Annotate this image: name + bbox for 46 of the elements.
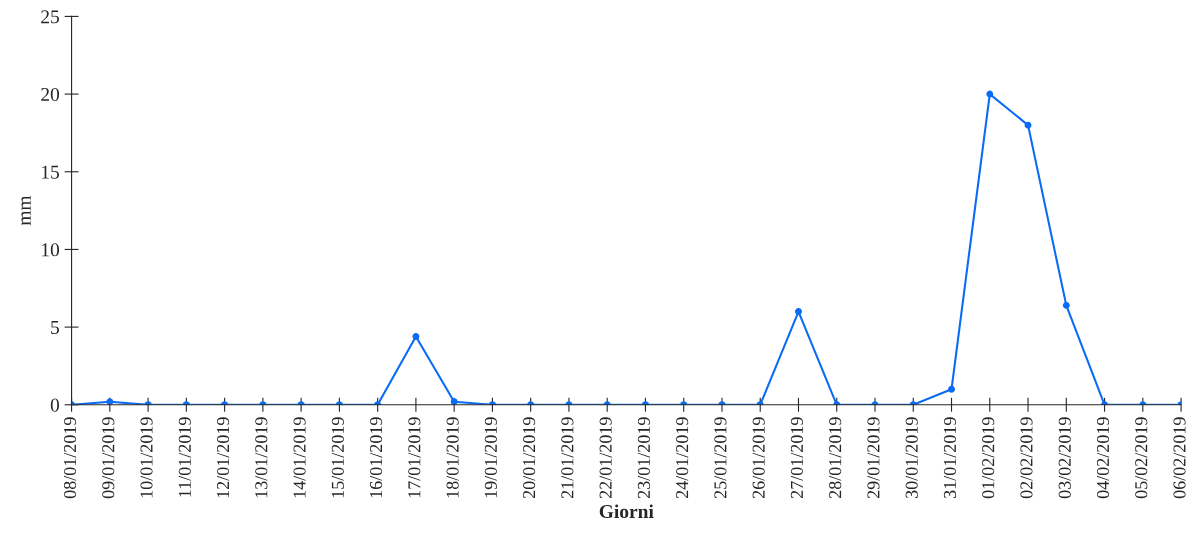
point bbox=[795, 308, 802, 316]
y-tick-label: 25 bbox=[41, 10, 60, 24]
x-tick-label: 03/02/2019 bbox=[1058, 417, 1071, 499]
x-tick-label: 17/01/2019 bbox=[408, 417, 421, 498]
point bbox=[450, 398, 458, 405]
x-tick-label: 06/02/2019 bbox=[1173, 417, 1186, 499]
y-tick-label: 0 bbox=[50, 398, 60, 412]
x-tick-label: 23/01/2019 bbox=[637, 417, 650, 499]
x-tick-label: 10/01/2019 bbox=[140, 417, 153, 498]
point bbox=[948, 385, 955, 393]
x-tick-label: 25/01/2019 bbox=[714, 417, 727, 499]
x-tick-label: 16/01/2019 bbox=[369, 417, 383, 498]
x-tick-label: 14/01/2019 bbox=[293, 417, 306, 498]
x-tick-label: 28/01/2019 bbox=[829, 417, 842, 499]
point bbox=[1062, 301, 1070, 309]
x-tick-label: 11/01/2019 bbox=[178, 417, 191, 497]
x-tick-label: 27/01/2019 bbox=[790, 417, 804, 499]
y-tick-label: 10 bbox=[42, 243, 60, 257]
point bbox=[106, 398, 114, 405]
x-tick-label: 22/01/2019 bbox=[599, 417, 612, 499]
x-tick-label: 08/01/2019 bbox=[63, 417, 77, 499]
x-tick-label: 12/01/2019 bbox=[216, 417, 230, 498]
point bbox=[412, 332, 420, 340]
x-tick-label: 18/01/2019 bbox=[446, 417, 459, 498]
x-tick-label: 09/01/2019 bbox=[102, 417, 115, 499]
x-tick-label: 20/01/2019 bbox=[523, 417, 536, 499]
y-axis-title: mm bbox=[21, 195, 31, 226]
x-tick-label: 13/01/2019 bbox=[255, 417, 268, 498]
x-tick-label: 29/01/2019 bbox=[867, 417, 880, 499]
x-tick-label: 15/01/2019 bbox=[331, 417, 344, 498]
y-tick-label: 20 bbox=[41, 87, 60, 102]
y-tick-label: 5 bbox=[51, 321, 60, 335]
point bbox=[1024, 121, 1032, 129]
x-tick-label: 01/02/2019 bbox=[982, 417, 995, 499]
x-tick-label: 02/02/2019 bbox=[1020, 417, 1033, 499]
point bbox=[986, 90, 994, 98]
x-tick-label: 31/01/2019 bbox=[943, 417, 957, 498]
x-tick-label: 30/01/2019 bbox=[905, 417, 918, 498]
x-tick-label: 19/01/2019 bbox=[484, 417, 497, 498]
x-tick-label: 05/02/2019 bbox=[1135, 417, 1148, 499]
x-tick-label: 04/02/2019 bbox=[1096, 417, 1110, 499]
x-tick-label: 21/01/2019 bbox=[561, 417, 574, 499]
x-axis-title: Giorni bbox=[599, 504, 654, 519]
x-tick-label: 26/01/2019 bbox=[752, 417, 765, 499]
y-tick-label: 15 bbox=[42, 165, 60, 179]
x-tick-label: 24/01/2019 bbox=[676, 417, 689, 499]
